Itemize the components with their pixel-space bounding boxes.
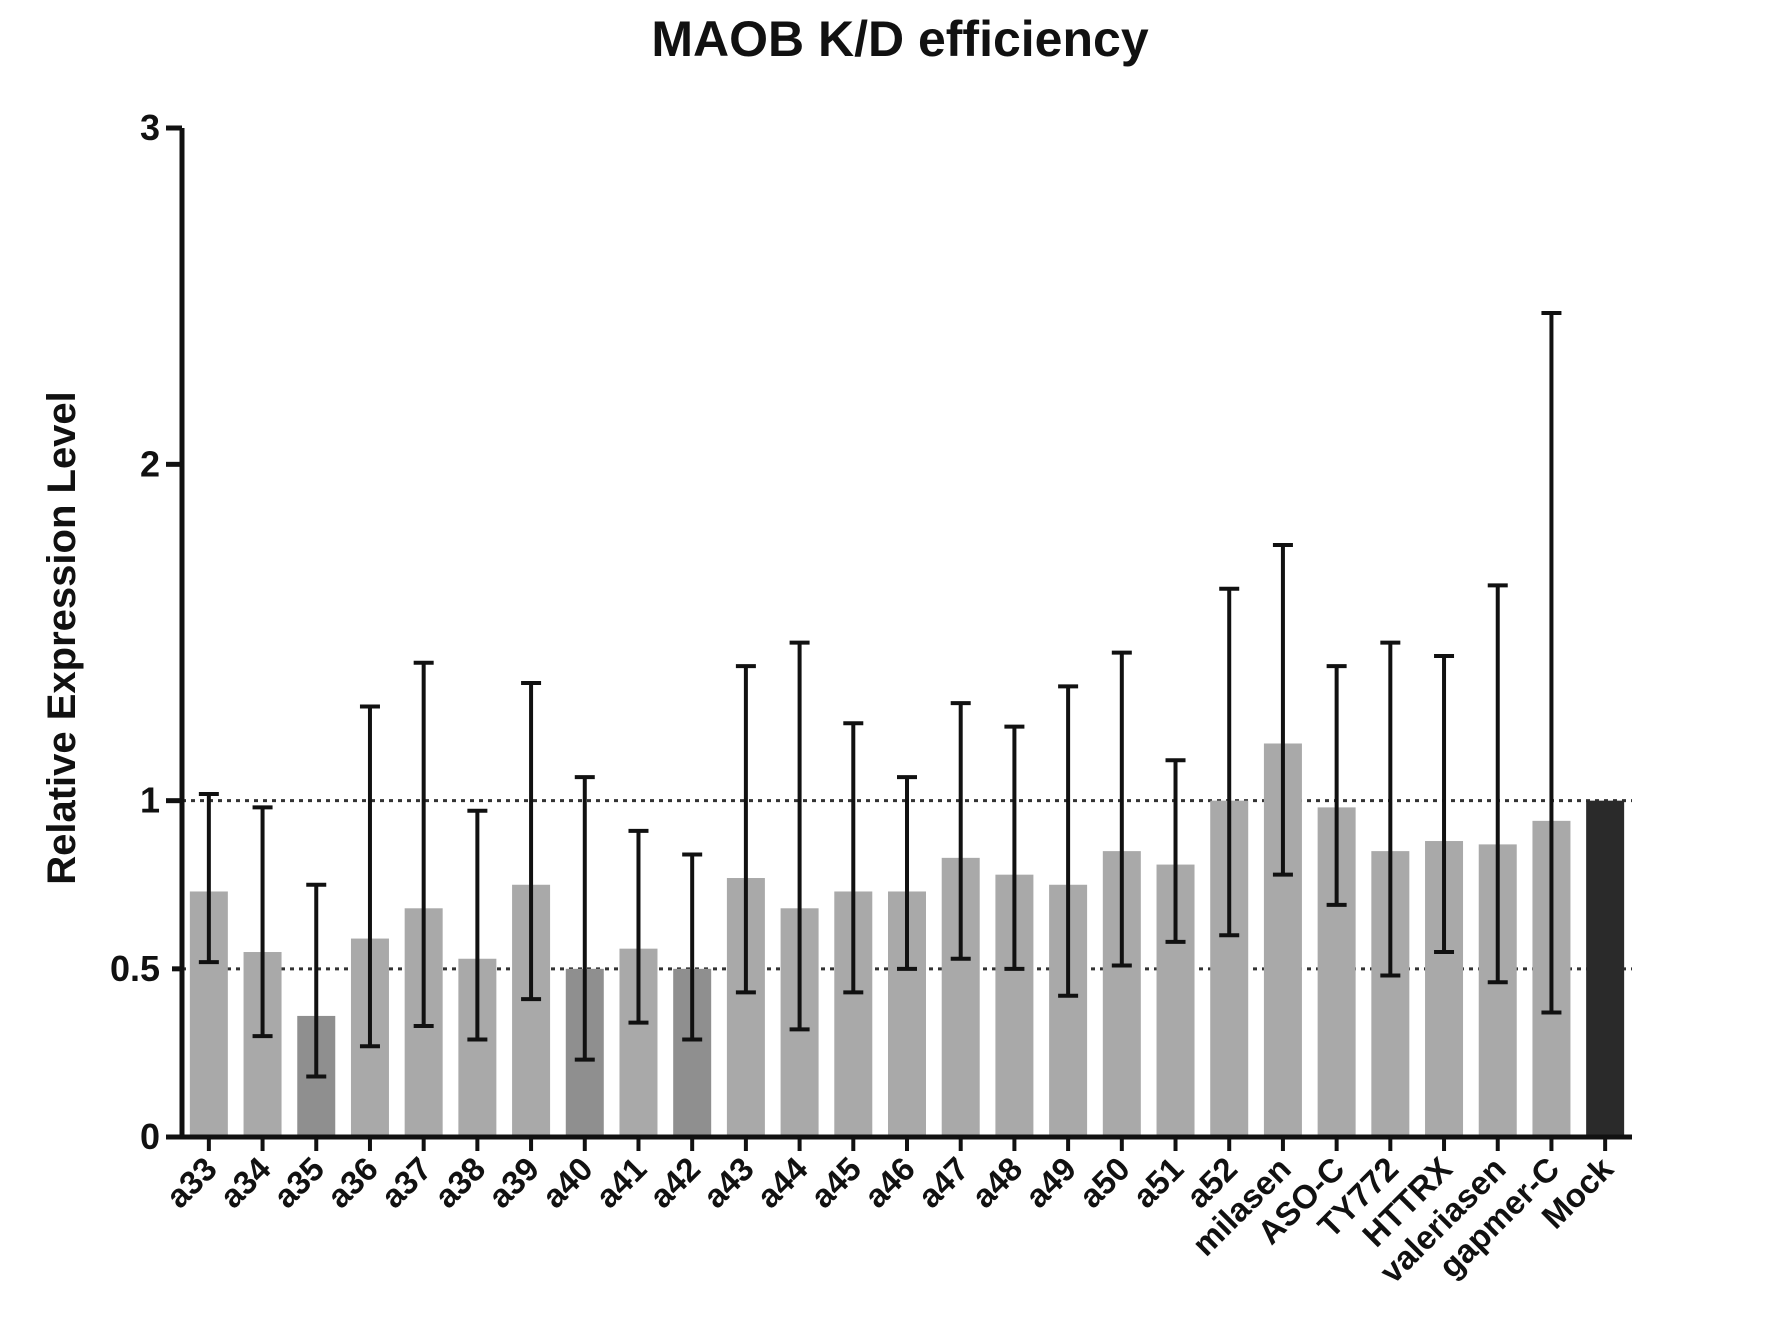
y-tick-label: 0.5 [110, 948, 160, 989]
x-tick-label: a50 [1072, 1150, 1137, 1215]
x-tick-label: a45 [803, 1150, 868, 1215]
x-tick-label: a35 [266, 1150, 331, 1215]
chart-title: MAOB K/D efficiency [651, 11, 1149, 67]
x-tick-label: a47 [911, 1150, 976, 1215]
x-tick-label: a33 [159, 1150, 224, 1215]
x-ticks: a33a34a35a36a37a38a39a40a41a42a43a44a45a… [159, 1137, 1621, 1290]
x-tick-label: a41 [588, 1150, 653, 1215]
x-tick-label: a48 [964, 1150, 1029, 1215]
x-tick-label: a51 [1125, 1150, 1190, 1215]
bar [1586, 800, 1625, 1137]
x-tick-label: a40 [535, 1150, 600, 1215]
x-tick-label: a44 [749, 1149, 815, 1215]
y-tick-label: 1 [140, 780, 160, 821]
y-ticks: 0 0.5 1 2 3 [110, 107, 182, 1157]
y-tick-label: 3 [140, 107, 160, 148]
error-bars [198, 310, 1562, 1079]
x-tick-label: a49 [1018, 1150, 1083, 1215]
y-axis-label: Relative Expression Level [40, 391, 84, 885]
x-tick-label: a36 [320, 1150, 385, 1215]
x-tick-label: a46 [857, 1150, 922, 1215]
x-tick-label: a37 [374, 1150, 439, 1215]
y-tick-label: 2 [140, 443, 160, 484]
x-tick-label: a38 [427, 1150, 492, 1215]
y-tick-label: 0 [140, 1116, 160, 1157]
x-tick-label: a34 [212, 1149, 278, 1215]
x-tick-label: a39 [481, 1150, 546, 1215]
x-tick-label: a42 [642, 1150, 707, 1215]
x-tick-label: a43 [696, 1150, 761, 1215]
